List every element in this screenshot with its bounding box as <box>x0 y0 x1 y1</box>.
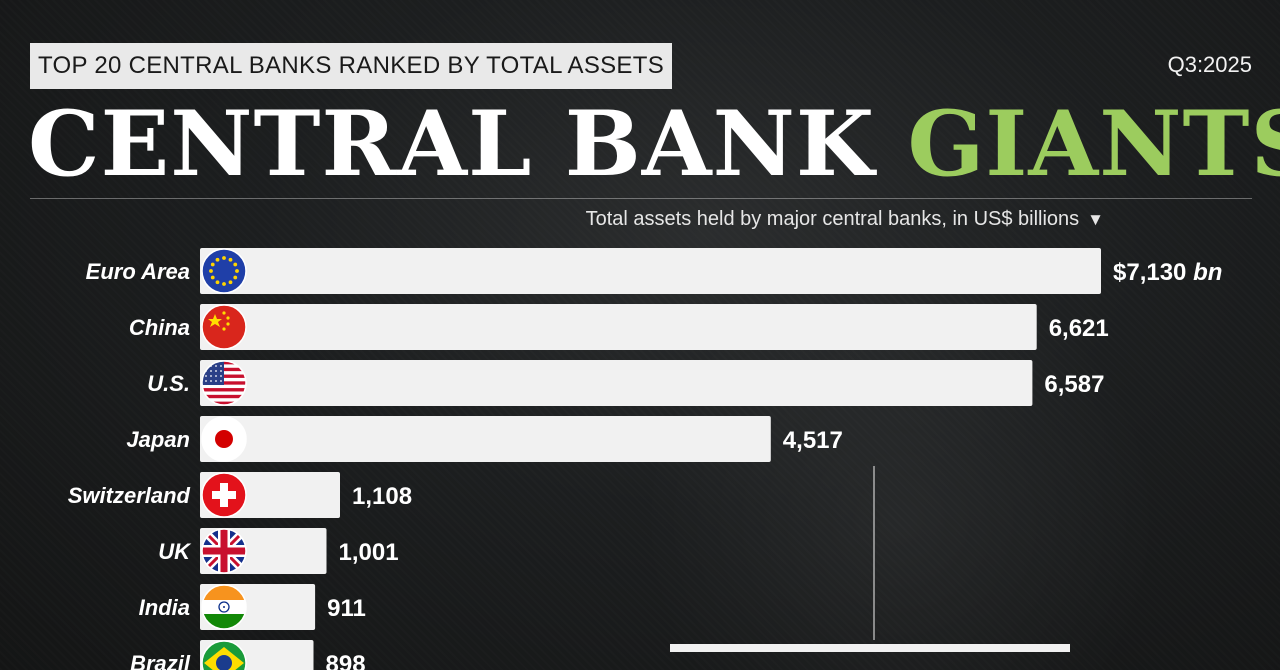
header-divider <box>30 198 1252 199</box>
bar-u-s- <box>200 360 1033 406</box>
uk-flag-icon <box>201 528 247 574</box>
triangle-down-icon: ▼ <box>1087 210 1104 229</box>
axis-note-text: Total assets held by major central banks… <box>585 208 1080 230</box>
axis-note: Total assets held by major central banks… <box>586 208 1104 231</box>
eu-flag-icon <box>201 248 247 294</box>
title-word-central-bank: CENTRAL BANK <box>28 91 876 197</box>
value-label: $7,130 bn <box>1113 259 1222 286</box>
guide-layer <box>670 466 1070 652</box>
value-label: 898 <box>326 651 366 670</box>
china-flag-icon <box>201 304 247 350</box>
value-label: 4,517 <box>783 427 843 454</box>
category-label: Euro Area <box>86 259 190 284</box>
bars-layer: Euro Area $7,130 bn China 6,621 U.S. 6,587 Jap… <box>68 248 1222 670</box>
value-label: 1,108 <box>352 483 412 510</box>
japan-flag-icon <box>201 416 247 462</box>
category-label: Japan <box>126 427 190 452</box>
bar-euro-area <box>200 248 1101 294</box>
category-label: Brazil <box>130 651 191 670</box>
india-flag-icon <box>201 584 247 630</box>
category-label: India <box>139 595 190 620</box>
bar-japan <box>200 416 771 462</box>
value-label: 6,587 <box>1044 371 1104 398</box>
annotation-callout-bar <box>670 644 1070 652</box>
category-label: China <box>129 315 190 340</box>
switzerland-flag-icon <box>201 472 247 518</box>
chart-title: CENTRAL BANK GIANTS <box>28 91 1280 197</box>
value-label: 911 <box>327 595 366 622</box>
category-label: Switzerland <box>68 483 191 508</box>
value-label: 6,621 <box>1049 315 1109 342</box>
us-flag-icon <box>201 360 247 406</box>
category-label: UK <box>158 539 192 564</box>
bar-china <box>200 304 1037 350</box>
title-word-giants: GIANTS <box>907 91 1280 197</box>
value-label: 1,001 <box>339 539 399 566</box>
period-label: Q3:2025 <box>1167 52 1252 77</box>
chart-subtitle: TOP 20 CENTRAL BANKS RANKED BY TOTAL ASS… <box>30 43 672 89</box>
brazil-flag-icon <box>201 640 247 670</box>
category-label: U.S. <box>147 371 190 396</box>
